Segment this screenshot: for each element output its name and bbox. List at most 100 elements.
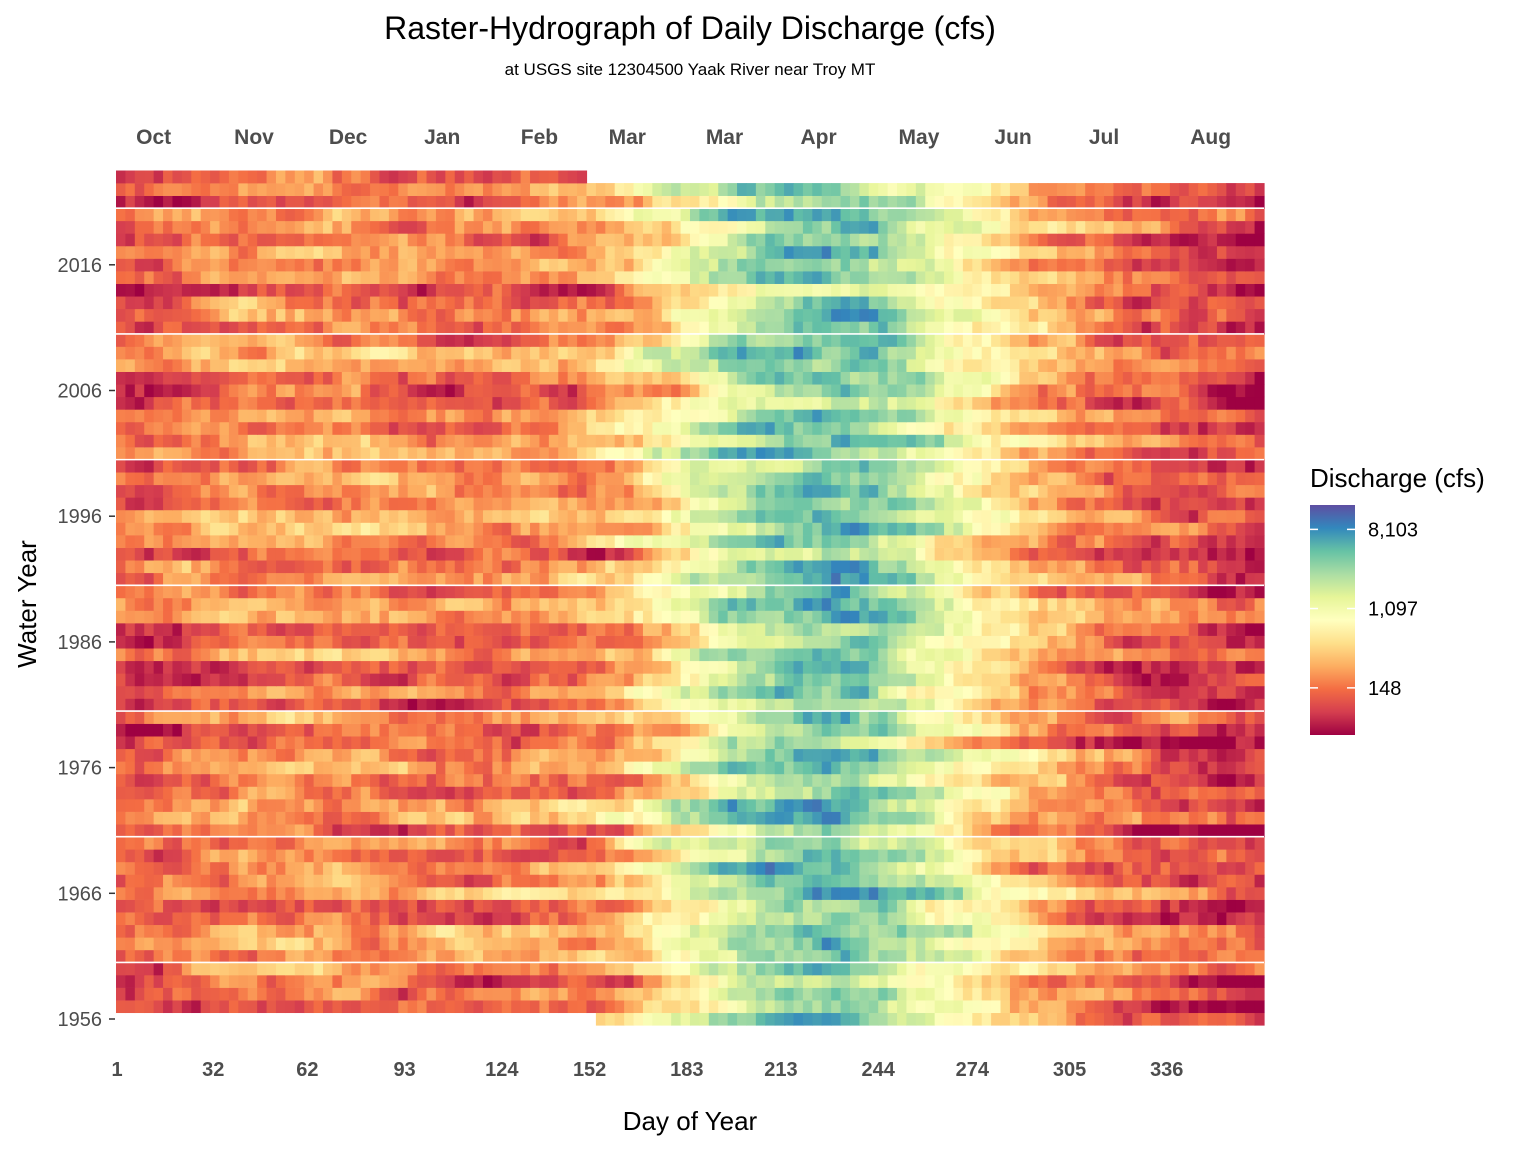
heatmap-cell — [1207, 597, 1218, 611]
heatmap-cell — [125, 874, 136, 888]
heatmap-cell — [266, 1000, 277, 1014]
heatmap-cell — [370, 824, 381, 838]
heatmap-cell — [530, 962, 541, 976]
heatmap-cell — [1207, 535, 1218, 548]
heatmap-cell — [1245, 924, 1256, 938]
heatmap-cell — [417, 987, 428, 1001]
heatmap-cell — [285, 773, 296, 787]
heatmap-cell — [473, 685, 484, 699]
heatmap-cell — [1235, 635, 1246, 649]
heatmap-cell — [191, 648, 202, 662]
heatmap-cell — [238, 824, 249, 838]
heatmap-cell — [1216, 912, 1227, 926]
heatmap-cell — [1245, 786, 1256, 800]
heatmap-cell — [868, 547, 879, 561]
heatmap-cell — [821, 685, 832, 699]
heatmap-cell — [163, 547, 174, 561]
heatmap-cell — [793, 685, 804, 699]
heatmap-cell — [454, 773, 465, 787]
heatmap-cell — [690, 723, 701, 737]
heatmap-cell — [1028, 711, 1039, 724]
heatmap-cell — [661, 899, 672, 913]
heatmap-cell — [163, 1000, 174, 1014]
heatmap-cell — [859, 723, 870, 737]
heatmap-cell — [878, 723, 889, 737]
heatmap-cell — [1179, 924, 1190, 938]
heatmap-cell — [1169, 773, 1180, 787]
heatmap-cell — [1094, 522, 1105, 536]
heatmap-cell — [1132, 522, 1143, 536]
heatmap-cell — [520, 899, 531, 913]
heatmap-cell — [501, 748, 512, 762]
heatmap-cell — [548, 698, 559, 712]
heatmap-cell — [812, 974, 823, 988]
heatmap-cell — [793, 887, 804, 900]
heatmap-cell — [897, 698, 908, 712]
heatmap-cell — [737, 685, 748, 699]
heatmap-cell — [125, 824, 136, 838]
heatmap-cell — [1198, 509, 1209, 523]
heatmap-cell — [934, 974, 945, 988]
heatmap-cell — [511, 887, 522, 900]
heatmap-cell — [172, 874, 183, 888]
heatmap-cell — [605, 547, 616, 561]
heatmap-cell — [144, 623, 155, 636]
heatmap-cell — [953, 597, 964, 611]
heatmap-cell — [388, 887, 399, 900]
heatmap-cell — [501, 824, 512, 838]
heatmap-cell — [116, 962, 127, 976]
heatmap-cell — [1113, 522, 1124, 536]
heatmap-cell — [699, 660, 710, 674]
heatmap-cell — [784, 1000, 795, 1014]
heatmap-cell — [1113, 824, 1124, 838]
heatmap-cell — [144, 937, 155, 951]
heatmap-cell — [1216, 987, 1227, 1001]
heatmap-cell — [116, 861, 127, 875]
heatmap-cell — [680, 748, 691, 762]
heatmap-cell — [1066, 748, 1077, 762]
heatmap-cell — [699, 635, 710, 649]
heatmap-cell — [595, 509, 606, 523]
heatmap-cell — [511, 497, 522, 511]
heatmap-cell — [1104, 924, 1115, 938]
heatmap-cell — [680, 660, 691, 674]
heatmap-cell — [247, 962, 258, 976]
heatmap-cell — [774, 773, 785, 787]
heatmap-cell — [153, 773, 164, 787]
heatmap-cell — [765, 861, 776, 875]
heatmap-cell — [991, 748, 1002, 762]
heatmap-cell — [266, 660, 277, 674]
heatmap-cell — [605, 887, 616, 900]
heatmap-cell — [360, 987, 371, 1001]
heatmap-cell — [812, 623, 823, 636]
heatmap-cell — [1198, 736, 1209, 750]
heatmap-cell — [699, 773, 710, 787]
heatmap-cell — [445, 572, 456, 586]
heatmap-cell — [539, 974, 550, 988]
heatmap-cell — [134, 912, 145, 926]
heatmap-cell — [492, 849, 503, 863]
heatmap-cell — [690, 974, 701, 988]
heatmap-cell — [426, 673, 437, 687]
heatmap-cell — [1254, 748, 1265, 762]
heatmap-cell — [191, 836, 202, 850]
heatmap-cell — [1188, 635, 1199, 649]
heatmap-cell — [1235, 522, 1246, 536]
heatmap-cell — [1066, 547, 1077, 561]
heatmap-cell — [360, 685, 371, 699]
heatmap-cell — [1160, 723, 1171, 737]
heatmap-cell — [925, 509, 936, 523]
heatmap-cell — [454, 711, 465, 724]
heatmap-cell — [1066, 861, 1077, 875]
heatmap-cell — [1169, 673, 1180, 687]
heatmap-cell — [605, 786, 616, 800]
heatmap-cell — [727, 987, 738, 1001]
heatmap-cell — [906, 585, 917, 599]
heatmap-cell — [708, 836, 719, 850]
heatmap-cell — [163, 899, 174, 913]
heatmap-cell — [642, 937, 653, 951]
heatmap-cell — [614, 773, 625, 787]
heatmap-cell — [294, 949, 305, 963]
heatmap-cell — [652, 773, 663, 787]
heatmap-cell — [1038, 924, 1049, 938]
